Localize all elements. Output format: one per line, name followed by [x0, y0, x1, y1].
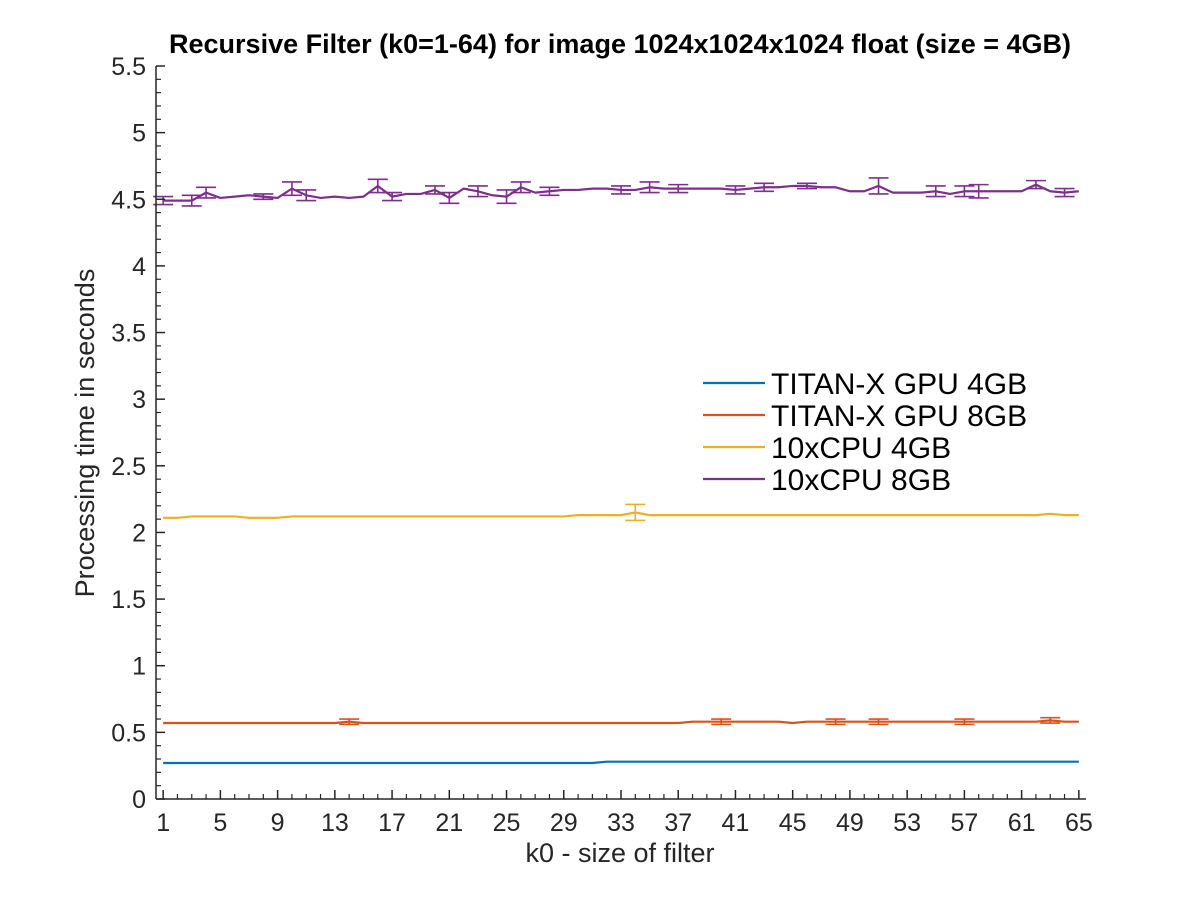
series-1	[163, 760, 1079, 765]
x-tick-label: 9	[271, 809, 285, 837]
x-tick-label: 21	[435, 809, 463, 837]
error-bar	[296, 189, 317, 202]
error-bar	[253, 193, 274, 201]
x-axis-label: k0 - size of filter	[525, 838, 714, 868]
y-tick-label: 3.5	[111, 320, 146, 348]
y-axis-label: Processing time in seconds	[70, 269, 100, 598]
x-tick-label: 5	[213, 809, 227, 837]
error-bar	[281, 181, 302, 197]
error-bar	[725, 185, 746, 195]
error-bar	[510, 181, 531, 194]
y-tick-label: 4.5	[111, 186, 146, 214]
x-tick-label: 53	[893, 809, 921, 837]
error-bar	[625, 503, 646, 522]
series-layer	[153, 177, 1079, 765]
legend-item: TITAN-X GPU 4GB	[703, 368, 1027, 401]
legend-item: 10xCPU 4GB	[703, 432, 951, 465]
x-tick-label: 61	[1008, 809, 1036, 837]
y-tick-label: 2	[132, 519, 146, 547]
y-tick-label: 5	[132, 120, 146, 148]
x-tick-label: 37	[664, 809, 692, 837]
error-bar	[425, 185, 445, 195]
x-tick-label: 65	[1065, 809, 1093, 837]
y-tick-label: 0.5	[111, 719, 146, 747]
error-bar	[467, 185, 488, 198]
error-bar	[797, 182, 817, 190]
error-bar	[496, 189, 517, 205]
series-3	[163, 503, 1079, 522]
error-bar	[539, 186, 560, 197]
legend-item: TITAN-X GPU 8GB	[703, 400, 1027, 433]
error-bar	[339, 718, 360, 726]
series-line	[163, 719, 1079, 725]
error-bar	[181, 194, 202, 207]
error-bar	[611, 185, 631, 195]
x-tick-label: 45	[779, 809, 807, 837]
series-line	[163, 760, 1079, 765]
y-tick-label: 1	[132, 653, 146, 681]
error-bar	[639, 181, 660, 194]
error-bar	[954, 718, 975, 726]
chart-title: Recursive Filter (k0=1-64) for image 102…	[169, 29, 1071, 59]
x-tick-label: 49	[836, 809, 864, 837]
error-bar	[954, 185, 975, 198]
x-tick-label: 1	[156, 809, 170, 837]
legend-label: TITAN-X GPU 8GB	[771, 400, 1027, 433]
error-bar	[439, 191, 460, 205]
error-bar	[382, 191, 403, 202]
error-bar	[868, 718, 889, 726]
error-bar	[754, 182, 775, 193]
error-bar	[1054, 187, 1075, 198]
error-bar	[925, 185, 946, 198]
legend-label: TITAN-X GPU 4GB	[771, 368, 1027, 401]
legend-label: 10xCPU 8GB	[771, 464, 951, 497]
x-tick-label: 41	[722, 809, 750, 837]
x-tick-label: 57	[950, 809, 978, 837]
y-tick-label: 0	[132, 786, 146, 814]
error-bar	[668, 183, 689, 194]
series-2	[163, 716, 1079, 726]
legend-label: 10xCPU 4GB	[771, 432, 951, 465]
x-tick-label: 25	[493, 809, 521, 837]
error-bar	[825, 718, 846, 726]
y-tick-label: 3	[132, 386, 146, 414]
x-tick-label: 17	[378, 809, 406, 837]
y-tick-label: 1.5	[111, 586, 146, 614]
legend-item: 10xCPU 8GB	[703, 464, 951, 497]
x-tick-label: 13	[321, 809, 349, 837]
y-tick-label: 4	[132, 253, 146, 281]
y-tick-label: 5.5	[111, 53, 146, 81]
error-bar	[1025, 179, 1046, 190]
series-4	[153, 177, 1079, 207]
x-tick-label: 33	[607, 809, 635, 837]
error-bar	[1040, 716, 1061, 724]
error-bar	[711, 718, 732, 726]
x-tick-label: 29	[550, 809, 578, 837]
series-line	[163, 511, 1079, 519]
error-bar	[196, 186, 217, 199]
y-tick-label: 2.5	[111, 453, 146, 481]
error-bar	[968, 183, 989, 199]
error-bar	[868, 177, 889, 195]
axes-layer: 0 0.5 1 1.5 2 2.5 3 3.5 4 4.5 5 5.5 1 5 9 13 17 21 25 29 33 3…	[111, 53, 1093, 837]
